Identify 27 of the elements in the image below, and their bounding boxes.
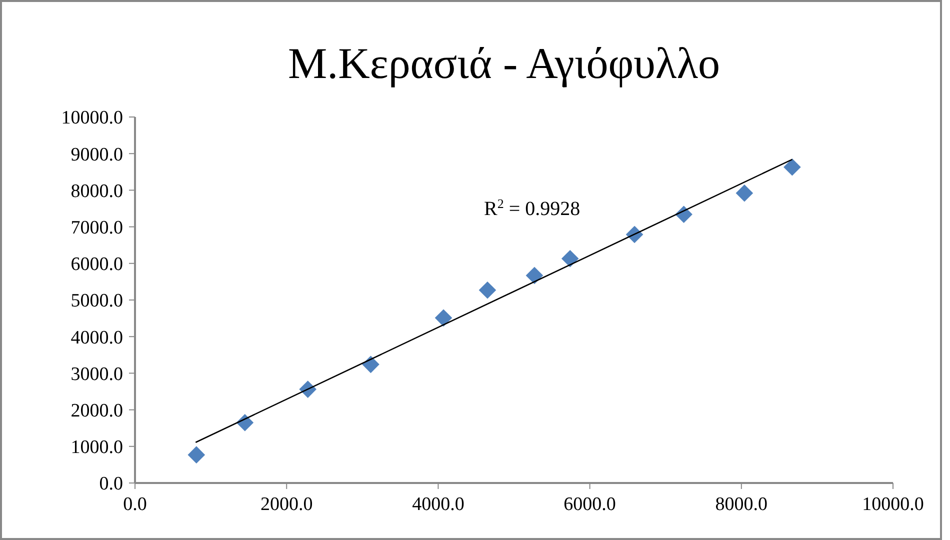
y-tick-label: 3000.0 bbox=[70, 364, 123, 385]
annotation: R$^{2}$ = 0.9928 bbox=[484, 196, 580, 220]
x-tick-label: 6000.0 bbox=[564, 494, 616, 515]
point bbox=[736, 184, 754, 202]
x-tick-label: 10000.0 bbox=[862, 494, 924, 515]
y-tick-label: 9000.0 bbox=[70, 144, 123, 166]
y-tick-label: 1000.0 bbox=[70, 437, 123, 458]
point bbox=[188, 446, 206, 464]
y-tick-label: 6000.0 bbox=[70, 254, 123, 276]
point bbox=[561, 250, 579, 268]
point bbox=[362, 356, 380, 374]
y-tick-label: 8000.0 bbox=[70, 180, 123, 202]
x-tick-label: 4000.0 bbox=[412, 494, 464, 515]
y-tick-label: 4000.0 bbox=[70, 327, 123, 348]
point bbox=[526, 266, 544, 284]
y-tick-label: 7000.0 bbox=[70, 217, 123, 238]
y-tick-label: 0.0 bbox=[99, 474, 123, 495]
point bbox=[478, 281, 496, 299]
x-tick-label: 2000.0 bbox=[260, 494, 313, 515]
y-tick-label: 2000.0 bbox=[70, 400, 123, 422]
point bbox=[784, 158, 801, 176]
y-tick-label: 10000.0 bbox=[61, 108, 123, 129]
chart-title: Μ.Κερασιά - Αγιόφυλλο bbox=[288, 39, 720, 88]
x-tick-label: 0.0 bbox=[123, 494, 147, 515]
x-tick-label: 8000.0 bbox=[715, 494, 768, 515]
y-tick-label: 5000.0 bbox=[70, 290, 123, 312]
point bbox=[434, 309, 452, 327]
